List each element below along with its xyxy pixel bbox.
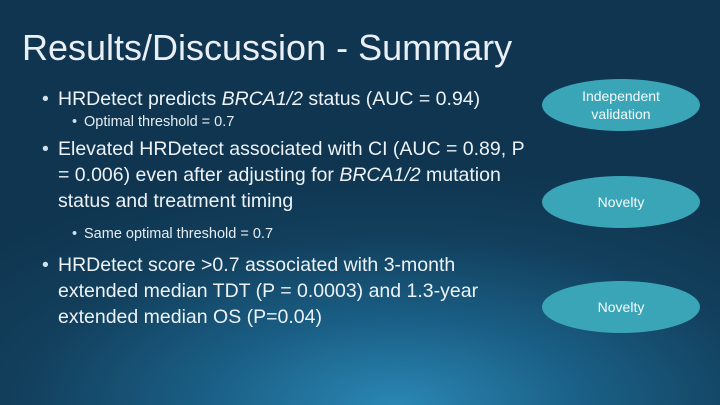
bullet-2-gene: BRCA1/2 — [339, 164, 421, 186]
callout-label: Novelty — [597, 194, 645, 210]
bullet-2-text-pre: Elevated HRDetect associated with CI (AU… — [58, 138, 525, 186]
callout-novelty-2: Novelty — [542, 281, 700, 333]
bullet-hrdetect-predicts: HRDetect predicts BRCA1/2 status (AUC = … — [42, 86, 532, 112]
bullet-3-text: HRDetect score >0.7 associated with 3-mo… — [58, 254, 479, 328]
callout-label: Novelty — [597, 299, 645, 315]
bullet-1-text-pre: HRDetect predicts — [58, 88, 222, 110]
slide-title: Results/Discussion - Summary — [22, 27, 513, 68]
bullet-2-text-post: mutation status and treatment timing — [58, 164, 501, 212]
callout-label: Independent validation — [582, 88, 660, 122]
sub-bullet-optimal-threshold: Optimal threshold = 0.7 — [72, 112, 532, 132]
bullet-list: HRDetect predicts BRCA1/2 status (AUC = … — [42, 86, 532, 330]
bullet-elevated-hrdetect: Elevated HRDetect associated with CI (AU… — [42, 136, 532, 214]
sub-bullet-same-threshold: Same optimal threshold = 0.7 — [72, 224, 532, 244]
callout-novelty-1: Novelty — [542, 176, 700, 228]
bullet-1-gene: BRCA1/2 — [221, 88, 303, 110]
bullet-1-text-post: status (AUC = 0.94) — [302, 88, 481, 110]
bullet-hrdetect-score: HRDetect score >0.7 associated with 3-mo… — [42, 252, 532, 330]
callout-independent-validation: Independent validation — [542, 79, 700, 131]
